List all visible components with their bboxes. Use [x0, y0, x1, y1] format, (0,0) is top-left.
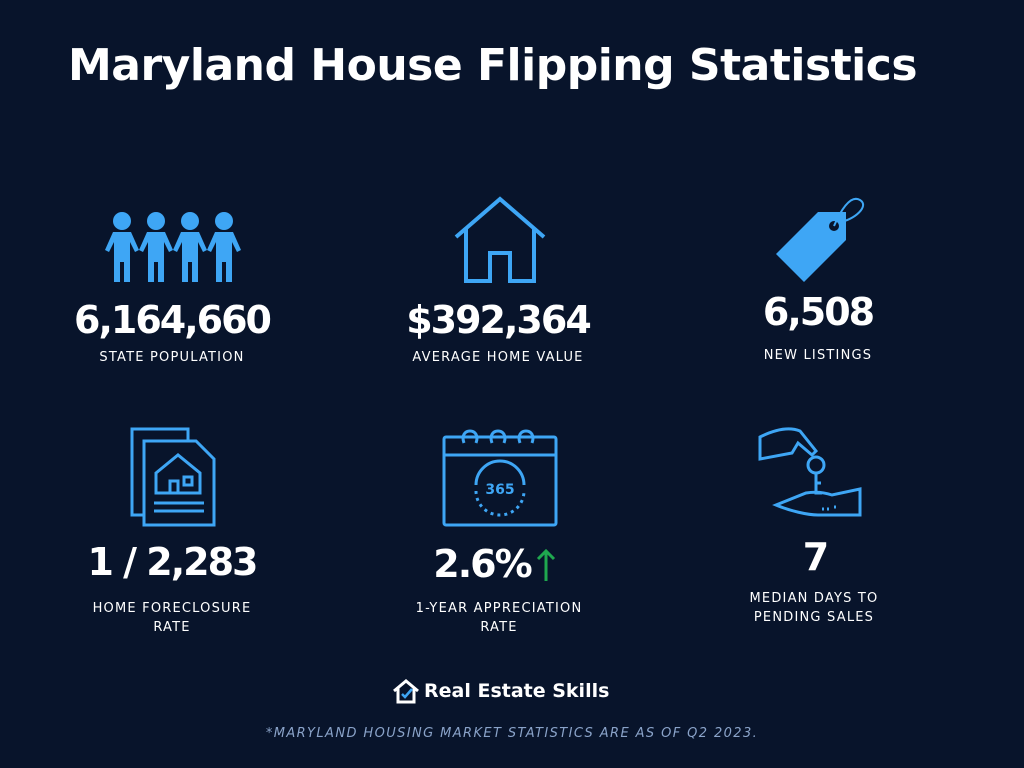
up-arrow [536, 548, 556, 581]
stat-value: 6,164,660 [74, 298, 272, 342]
people-icon [105, 212, 241, 282]
stat-value: 1 / 2,283 [87, 540, 259, 584]
tag-icon [776, 197, 865, 282]
stat-label: HOME FORECLOSURE RATE [92, 601, 252, 635]
footnote: *MARYLAND HOUSING MARKET STATISTICS ARE … [265, 726, 759, 741]
stat-value: 2.6% [433, 542, 532, 586]
stat-label: 1-YEAR APPRECIATION RATE [415, 601, 583, 635]
stat-label: STATE POPULATION [99, 350, 245, 365]
title: Maryland House Flipping Statistics [68, 40, 918, 91]
stat-value: 7 [802, 535, 829, 579]
key-hand-icon [758, 427, 862, 517]
document-icon [130, 427, 216, 527]
stat-value: 6,508 [762, 290, 875, 334]
calendar-icon: 365 [442, 429, 558, 527]
stat-value: $392,364 [406, 298, 592, 342]
stat-label: NEW LISTINGS [763, 348, 873, 363]
stat-label: AVERAGE HOME VALUE [412, 350, 584, 365]
house-icon [454, 196, 546, 283]
stat-label: MEDIAN DAYS TO PENDING SALES [749, 591, 879, 625]
brand-logo [393, 679, 419, 704]
calendar-text: 365 [485, 482, 514, 498]
brand: Real Estate Skills [424, 680, 610, 702]
